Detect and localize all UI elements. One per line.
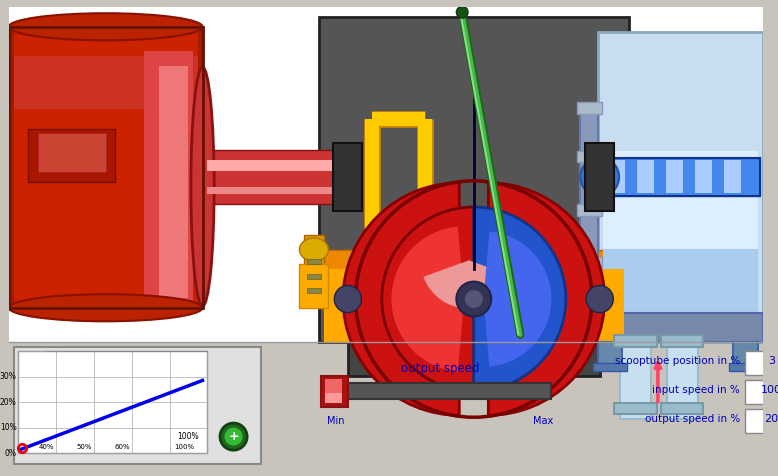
Bar xyxy=(324,393,342,403)
Bar xyxy=(348,342,600,376)
Bar xyxy=(600,158,759,196)
Bar xyxy=(576,258,601,269)
Bar xyxy=(28,129,115,182)
Bar xyxy=(661,335,703,347)
Text: 30%: 30% xyxy=(0,372,16,381)
Ellipse shape xyxy=(224,427,244,446)
Text: 20%: 20% xyxy=(0,398,16,407)
Ellipse shape xyxy=(586,286,613,313)
Bar xyxy=(208,187,348,194)
Text: 3: 3 xyxy=(768,356,775,366)
Bar xyxy=(734,342,758,366)
Text: Max: Max xyxy=(534,416,554,426)
Bar xyxy=(661,403,703,414)
Bar xyxy=(9,342,762,468)
Bar xyxy=(319,17,629,342)
Wedge shape xyxy=(474,207,566,391)
Ellipse shape xyxy=(9,13,202,40)
Bar xyxy=(745,380,778,404)
Text: input speed in %: input speed in % xyxy=(653,385,740,395)
Bar xyxy=(598,31,762,342)
Wedge shape xyxy=(382,207,474,391)
Bar xyxy=(307,259,321,264)
Bar xyxy=(724,160,741,193)
Bar xyxy=(576,102,601,114)
Text: 50%: 50% xyxy=(77,444,93,450)
Bar xyxy=(13,56,198,109)
Bar xyxy=(573,313,762,342)
Bar xyxy=(304,235,324,293)
Ellipse shape xyxy=(220,423,247,450)
Bar xyxy=(603,248,758,342)
Wedge shape xyxy=(483,231,552,367)
Bar xyxy=(729,363,762,371)
Text: 10%: 10% xyxy=(0,423,16,432)
Bar xyxy=(603,151,758,337)
Text: 20: 20 xyxy=(764,414,778,424)
Ellipse shape xyxy=(580,158,619,196)
Bar xyxy=(695,160,712,193)
Bar xyxy=(307,288,321,293)
Text: 40%: 40% xyxy=(39,444,54,450)
Bar xyxy=(159,66,188,298)
Text: 100%: 100% xyxy=(174,444,194,450)
Ellipse shape xyxy=(457,7,468,18)
Bar xyxy=(9,27,202,308)
Bar xyxy=(19,351,208,453)
Bar xyxy=(636,160,654,193)
Wedge shape xyxy=(343,183,459,415)
Bar xyxy=(615,335,657,347)
Wedge shape xyxy=(489,183,605,415)
Bar xyxy=(202,150,352,204)
Text: 100%: 100% xyxy=(177,433,199,441)
Text: Min: Min xyxy=(328,416,345,426)
Bar xyxy=(13,347,261,464)
Ellipse shape xyxy=(300,238,328,261)
Bar xyxy=(328,383,552,399)
Bar xyxy=(333,143,363,211)
Ellipse shape xyxy=(335,286,362,313)
Text: 60%: 60% xyxy=(114,444,130,450)
Bar xyxy=(13,31,198,303)
Bar xyxy=(321,376,348,407)
Bar xyxy=(580,109,598,264)
Bar xyxy=(745,351,778,375)
Bar xyxy=(300,264,328,308)
Wedge shape xyxy=(423,260,514,309)
Text: +: + xyxy=(228,430,239,443)
Bar xyxy=(38,133,106,172)
Wedge shape xyxy=(391,227,464,371)
Bar xyxy=(593,363,627,371)
Bar xyxy=(600,158,759,196)
Bar xyxy=(615,403,657,414)
Bar xyxy=(324,269,624,342)
Bar xyxy=(9,27,202,308)
Bar xyxy=(585,143,615,211)
Bar xyxy=(598,342,622,366)
Bar xyxy=(667,342,698,419)
Text: scooptube position in %: scooptube position in % xyxy=(615,356,740,366)
Bar xyxy=(745,409,778,433)
Text: output speed in %: output speed in % xyxy=(645,414,740,424)
Bar xyxy=(324,379,342,403)
Text: 100: 100 xyxy=(761,385,778,395)
Text: output speed: output speed xyxy=(401,362,479,375)
Bar xyxy=(576,151,601,162)
Bar xyxy=(145,51,193,303)
Bar xyxy=(608,160,625,193)
Bar xyxy=(324,249,624,342)
Ellipse shape xyxy=(464,289,483,309)
Bar xyxy=(666,160,683,193)
Text: 0%: 0% xyxy=(5,448,16,457)
Bar xyxy=(576,204,601,216)
Bar xyxy=(208,159,348,171)
Bar xyxy=(307,274,321,278)
Ellipse shape xyxy=(9,294,202,321)
Bar xyxy=(9,8,762,342)
Ellipse shape xyxy=(191,67,214,306)
Ellipse shape xyxy=(457,282,491,317)
Bar xyxy=(620,342,651,419)
